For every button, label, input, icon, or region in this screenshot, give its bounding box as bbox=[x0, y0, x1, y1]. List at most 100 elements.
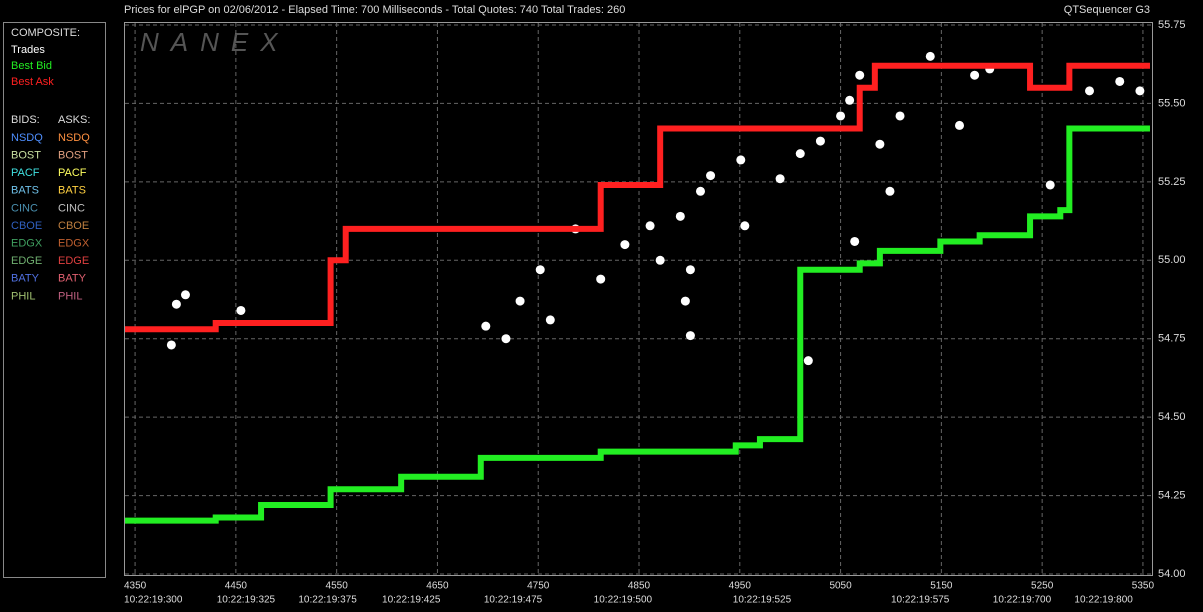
y-tick-label: 55.75 bbox=[1158, 19, 1186, 31]
header-right: QTSequencer G3 bbox=[1064, 4, 1150, 16]
trade-point bbox=[695, 186, 705, 196]
trade-point bbox=[545, 315, 555, 325]
legend-exchange: CINC bbox=[58, 202, 85, 214]
legend-exchange: PACF bbox=[11, 167, 40, 179]
time-tick-label: 10:22:19:475 bbox=[484, 595, 543, 606]
x-tick-label: 5050 bbox=[829, 581, 852, 592]
trade-point bbox=[970, 70, 980, 80]
trade-point bbox=[885, 186, 895, 196]
legend-composite-title: COMPOSITE: bbox=[11, 27, 80, 39]
trade-point bbox=[620, 240, 630, 250]
trade-point bbox=[925, 51, 935, 61]
quote-line bbox=[125, 125, 1150, 524]
time-tick-label: 10:22:19:575 bbox=[891, 595, 950, 606]
legend-exchange: CBOE bbox=[11, 220, 42, 232]
time-tick-label: 10:22:19:800 bbox=[1074, 595, 1133, 606]
time-tick-label: 10:22:19:375 bbox=[298, 595, 357, 606]
trade-point bbox=[1085, 86, 1095, 96]
legend-exchange: BATY bbox=[11, 273, 40, 285]
y-tick-label: 54.50 bbox=[1158, 411, 1186, 423]
trade-point bbox=[685, 331, 695, 341]
time-tick-label: 10:22:19:325 bbox=[217, 595, 276, 606]
time-tick-label: 10:22:19:525 bbox=[733, 595, 792, 606]
legend-exchange: CINC bbox=[11, 202, 38, 214]
trade-point bbox=[895, 111, 905, 121]
legend-exchange: NSDQ bbox=[58, 132, 90, 144]
legend-exchange: NSDQ bbox=[11, 132, 43, 144]
legend-exchange: PACF bbox=[58, 167, 87, 179]
trade-point bbox=[775, 174, 785, 184]
trade-point bbox=[685, 265, 695, 275]
trade-point bbox=[680, 296, 690, 306]
x-tick-label: 4950 bbox=[729, 581, 752, 592]
watermark: NANEX bbox=[140, 27, 290, 57]
legend-exchange: BOST bbox=[58, 150, 88, 162]
trade-point bbox=[166, 340, 176, 350]
legend-bids-title: BIDS: bbox=[11, 114, 40, 126]
legend-entry: Trades bbox=[11, 44, 45, 56]
legend-exchange: BATY bbox=[58, 273, 87, 285]
trade-point bbox=[803, 356, 813, 366]
trade-point bbox=[855, 70, 865, 80]
legend-panel bbox=[3, 22, 106, 578]
trade-point bbox=[180, 290, 190, 300]
x-tick-label: 4450 bbox=[225, 581, 248, 592]
y-tick-label: 54.25 bbox=[1158, 489, 1186, 501]
trade-point bbox=[845, 95, 855, 105]
legend-exchange: PHIL bbox=[11, 290, 35, 302]
trade-point bbox=[171, 299, 181, 309]
trade-point bbox=[1045, 180, 1055, 190]
trade-point bbox=[736, 155, 746, 165]
legend-exchange: EDGX bbox=[58, 238, 90, 250]
legend-exchange: BATS bbox=[11, 185, 39, 197]
trade-point bbox=[535, 265, 545, 275]
trade-point bbox=[675, 211, 685, 221]
x-tick-label: 4750 bbox=[527, 581, 550, 592]
trade-point bbox=[875, 139, 885, 149]
legend-entry: Best Bid bbox=[11, 60, 52, 72]
trade-point bbox=[955, 120, 965, 130]
trade-point bbox=[236, 305, 246, 315]
x-tick-label: 5150 bbox=[930, 581, 953, 592]
time-tick-label: 10:22:19:700 bbox=[993, 595, 1052, 606]
trade-point bbox=[1115, 76, 1125, 86]
trade-point bbox=[815, 136, 825, 146]
y-tick-label: 55.25 bbox=[1158, 176, 1186, 188]
x-tick-label: 4550 bbox=[326, 581, 349, 592]
trade-point bbox=[645, 221, 655, 231]
legend-exchange: EDGX bbox=[11, 238, 43, 250]
x-tick-label: 4650 bbox=[426, 581, 449, 592]
time-tick-label: 10:22:19:500 bbox=[594, 595, 653, 606]
y-tick-label: 54.75 bbox=[1158, 333, 1186, 345]
legend-exchange: EDGE bbox=[58, 255, 89, 267]
trade-point bbox=[795, 149, 805, 159]
x-tick-label: 4350 bbox=[124, 581, 147, 592]
legend-exchange: BOST bbox=[11, 150, 41, 162]
quote-line bbox=[125, 62, 1150, 333]
trade-point bbox=[501, 334, 511, 344]
time-tick-label: 10:22:19:300 bbox=[124, 595, 183, 606]
plot-area bbox=[124, 22, 1153, 576]
legend-exchange: PHIL bbox=[58, 290, 82, 302]
x-tick-label: 4850 bbox=[628, 581, 651, 592]
y-tick-label: 54.00 bbox=[1158, 568, 1186, 580]
trade-point bbox=[655, 255, 665, 265]
time-tick-label: 10:22:19:425 bbox=[382, 595, 441, 606]
header-title: Prices for elPGP on 02/06/2012 - Elapsed… bbox=[124, 4, 625, 16]
trade-point bbox=[596, 274, 606, 284]
x-tick-label: 5250 bbox=[1031, 581, 1054, 592]
trade-point bbox=[740, 221, 750, 231]
trade-point bbox=[515, 296, 525, 306]
x-tick-label: 5350 bbox=[1132, 581, 1155, 592]
legend-asks-title: ASKS: bbox=[58, 114, 90, 126]
y-tick-label: 55.00 bbox=[1158, 254, 1186, 266]
trade-point bbox=[481, 321, 491, 331]
legend-exchange: BATS bbox=[58, 185, 86, 197]
trade-point bbox=[850, 236, 860, 246]
legend-exchange: EDGE bbox=[11, 255, 42, 267]
trade-point bbox=[836, 111, 846, 121]
y-tick-label: 55.50 bbox=[1158, 97, 1186, 109]
legend-entry: Best Ask bbox=[11, 76, 54, 88]
